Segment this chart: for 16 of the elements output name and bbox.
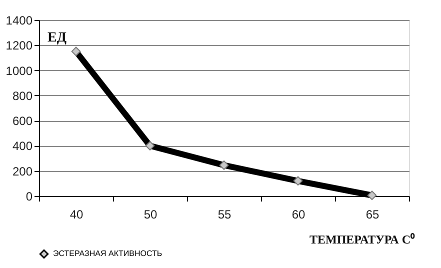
x-tick-label: 60 <box>292 208 306 222</box>
x-tick-label: 40 <box>70 208 84 222</box>
y-tick-label: 600 <box>12 114 33 128</box>
y-axis-title: ЕД <box>48 30 67 46</box>
y-tick-label: 400 <box>12 139 33 154</box>
y-tick-label: 200 <box>12 164 33 178</box>
x-tick-label: 55 <box>218 208 232 222</box>
y-tick-label: 1000 <box>6 64 33 78</box>
y-tick-label: 1400 <box>6 14 33 28</box>
y-tick-label: 0 <box>26 190 33 204</box>
y-tick-label: 800 <box>12 88 33 103</box>
x-tick-label: 50 <box>144 208 158 222</box>
legend-label: ЭСТЕРАЗНАЯ АКТИВНОСТЬ <box>53 249 162 258</box>
x-tick-label: 65 <box>366 208 380 222</box>
y-tick-label: 1200 <box>6 38 33 53</box>
x-axis-title: ТЕМПЕРАТУРА С⁰ <box>309 232 416 246</box>
